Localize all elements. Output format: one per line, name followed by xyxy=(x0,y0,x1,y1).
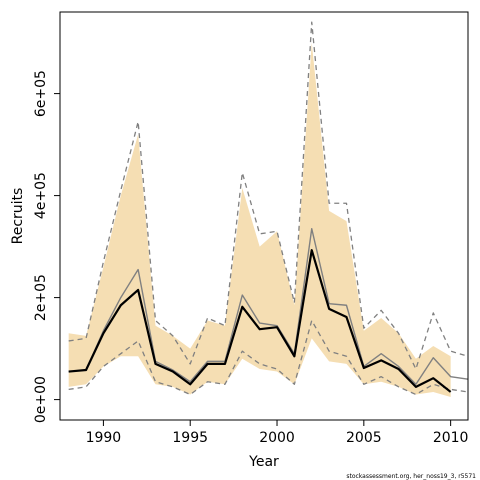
y-axis-title: Recruits xyxy=(10,188,26,245)
y-tick-label-600000: 6e+05 xyxy=(33,70,49,117)
y-tick-label-0: 0e+00 xyxy=(33,376,49,423)
confidence-band xyxy=(68,42,451,398)
x-tick-label-2005: 2005 xyxy=(346,430,382,446)
y-tick-label-200000: 2e+05 xyxy=(33,274,49,321)
plot-frame xyxy=(59,11,469,421)
series-layer xyxy=(68,21,469,396)
confidence-band-layer xyxy=(68,42,451,398)
y-axis: 0e+00 2e+05 4e+05 6e+05 xyxy=(33,70,60,423)
series-line-estimate xyxy=(68,249,452,393)
x-tick-label-2000: 2000 xyxy=(259,430,295,446)
x-tick-label-1990: 1990 xyxy=(86,430,122,446)
x-tick-label-1995: 1995 xyxy=(172,430,208,446)
series-line-comparison xyxy=(68,228,469,385)
x-axis: 1990 1995 2000 2005 2010 xyxy=(86,420,469,446)
series-line-bound-2 xyxy=(68,21,469,370)
footer-note: stockassessment.org, her_noss19_3, r5571 xyxy=(346,473,476,480)
series-line-bound-3 xyxy=(68,319,469,396)
x-tick-label-2010: 2010 xyxy=(433,430,469,446)
x-axis-title: Year xyxy=(248,454,279,470)
y-tick-label-400000: 4e+05 xyxy=(33,172,49,219)
